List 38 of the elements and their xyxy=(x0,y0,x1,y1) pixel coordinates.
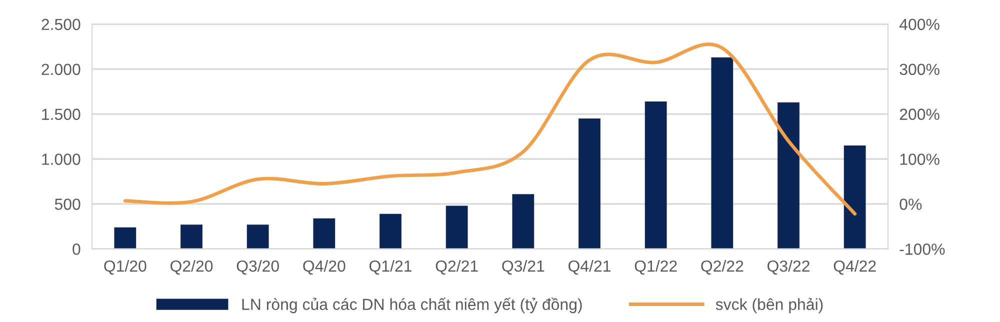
y2-tick-label: -100% xyxy=(900,244,945,255)
bar xyxy=(313,218,336,249)
y-tick-label: 1.000 xyxy=(42,154,80,165)
legend-label: svck (bên phải) xyxy=(716,298,823,314)
x-tick-label: Q1/22 xyxy=(634,260,677,275)
y-tick-label: 2.500 xyxy=(42,18,80,30)
bar xyxy=(446,206,468,249)
x-tick-label: Q3/20 xyxy=(236,260,279,275)
x-tick-label: Q3/22 xyxy=(768,260,810,275)
y-tick-label: 1.500 xyxy=(42,108,80,120)
x-tick-label: Q1/20 xyxy=(104,260,146,275)
x-tick-label: Q4/20 xyxy=(303,260,346,275)
x-tick-label: Q2/20 xyxy=(170,260,213,275)
bar xyxy=(644,101,667,249)
bar xyxy=(844,146,866,249)
y-tick-label: 500 xyxy=(54,198,80,210)
bar xyxy=(180,224,202,249)
bar xyxy=(778,102,800,249)
x-tick-label: Q3/21 xyxy=(502,260,544,275)
bar xyxy=(114,227,136,249)
y-tick-label: 0 xyxy=(72,244,80,255)
y2-tick-label: 400% xyxy=(899,18,940,30)
legend-label: LN ròng của các DN hóa chất niêm yết (tỷ đồng) xyxy=(242,298,582,314)
bar xyxy=(711,57,734,249)
x-tick-label: Q4/22 xyxy=(834,260,876,275)
y2-tick-label: 200% xyxy=(900,108,940,120)
y2-tick-label: 300% xyxy=(900,64,940,76)
y2-tick-label: 0% xyxy=(900,198,922,210)
x-tick-label: Q1/21 xyxy=(370,260,412,275)
bar xyxy=(578,118,600,249)
bar xyxy=(380,214,402,249)
y2-tick-label: 100% xyxy=(900,154,940,165)
bar xyxy=(246,224,269,249)
x-tick-label: Q4/21 xyxy=(568,260,610,275)
bar xyxy=(512,194,534,249)
x-tick-label: Q2/22 xyxy=(701,260,744,275)
y-tick-label: 2.000 xyxy=(42,64,80,76)
x-tick-label: Q2/21 xyxy=(436,260,478,275)
